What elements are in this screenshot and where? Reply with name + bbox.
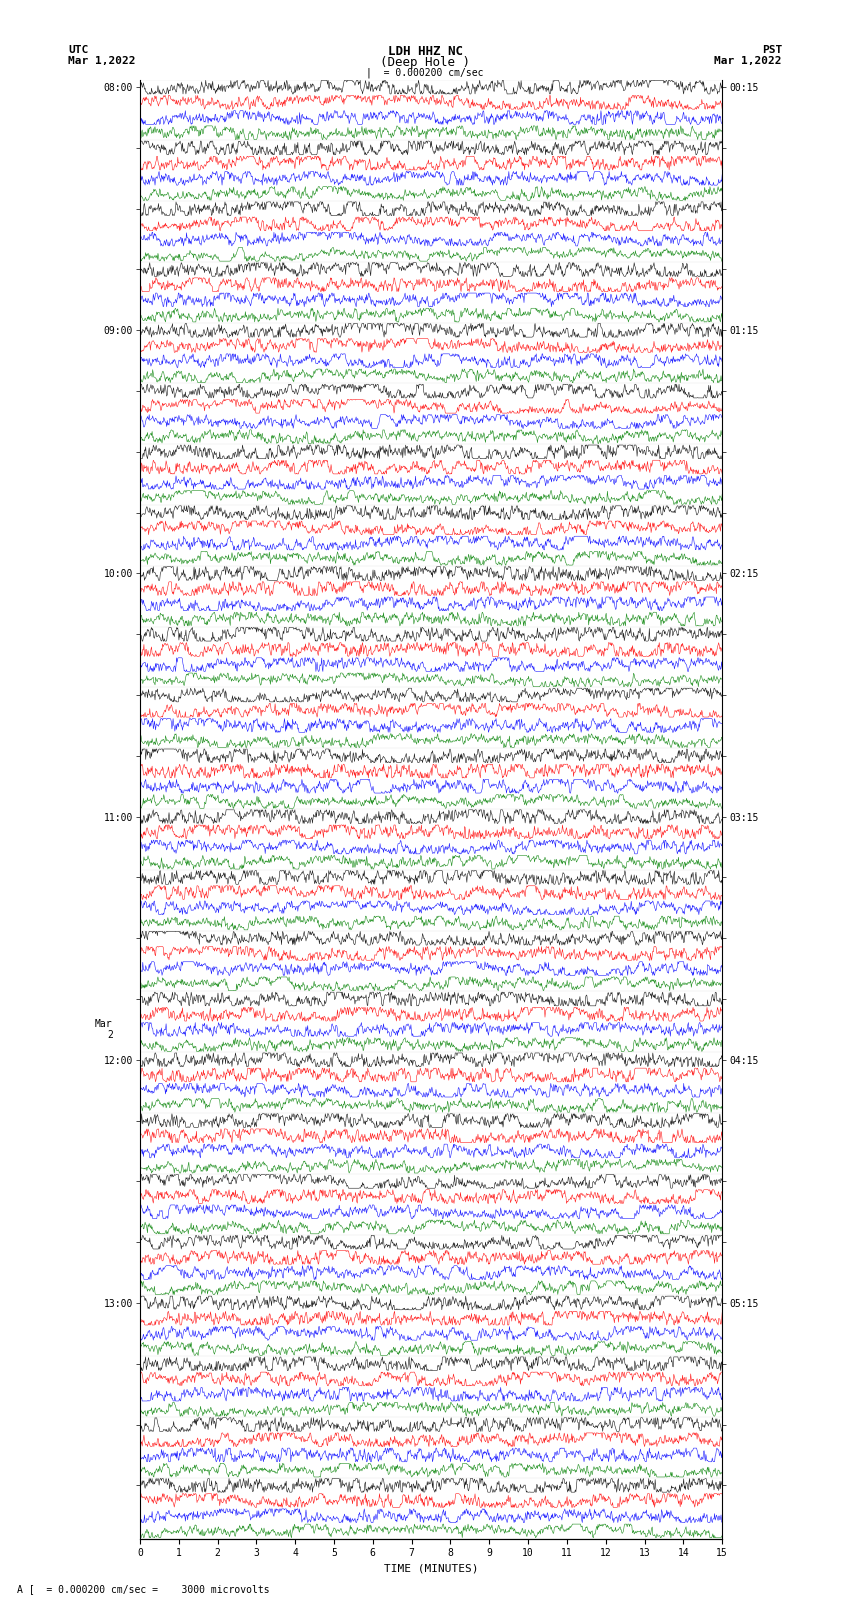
Text: PST: PST [762, 45, 782, 55]
Text: UTC: UTC [68, 45, 88, 55]
Text: LDH HHZ NC: LDH HHZ NC [388, 45, 462, 58]
Text: |  = 0.000200 cm/sec: | = 0.000200 cm/sec [366, 68, 484, 79]
Text: Mar
2: Mar 2 [95, 1018, 113, 1040]
Text: (Deep Hole ): (Deep Hole ) [380, 56, 470, 69]
Text: A [  = 0.000200 cm/sec =    3000 microvolts: A [ = 0.000200 cm/sec = 3000 microvolts [17, 1584, 269, 1594]
Text: Mar 1,2022: Mar 1,2022 [68, 56, 135, 66]
Text: Mar 1,2022: Mar 1,2022 [715, 56, 782, 66]
X-axis label: TIME (MINUTES): TIME (MINUTES) [383, 1565, 479, 1574]
